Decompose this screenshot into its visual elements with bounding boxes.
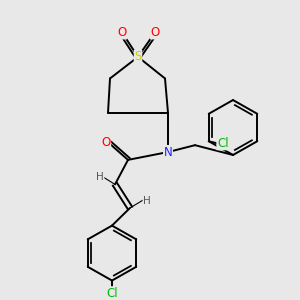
- Text: N: N: [164, 146, 172, 158]
- Text: H: H: [96, 172, 104, 182]
- Text: Cl: Cl: [106, 287, 118, 300]
- Text: O: O: [101, 136, 111, 149]
- Text: S: S: [134, 50, 142, 63]
- Text: O: O: [117, 26, 127, 39]
- Text: Cl: Cl: [217, 137, 229, 150]
- Text: O: O: [150, 26, 160, 39]
- Text: H: H: [143, 196, 151, 206]
